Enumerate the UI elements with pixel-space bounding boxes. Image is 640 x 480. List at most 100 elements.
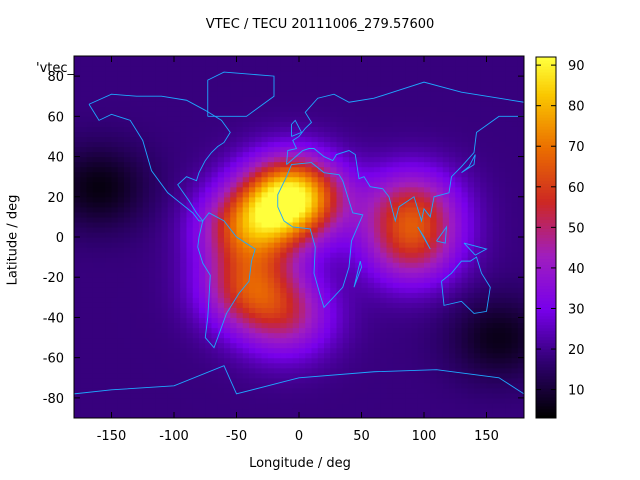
heatmap-cell [105, 91, 113, 97]
heatmap-cell [367, 357, 375, 364]
heatmap-cell [436, 101, 444, 107]
heatmap-cell [430, 382, 438, 389]
heatmap-cell [249, 81, 256, 87]
heatmap-cell [174, 377, 181, 384]
heatmap-cell [205, 367, 213, 374]
heatmap-cell [111, 247, 119, 253]
heatmap-cell [299, 131, 306, 138]
heatmap-cell [261, 247, 269, 253]
heatmap-cell [142, 357, 150, 364]
heatmap-cell [455, 76, 463, 82]
heatmap-cell [167, 377, 175, 384]
heatmap-cell [417, 242, 425, 248]
heatmap-cell [480, 71, 488, 77]
heatmap-cell [111, 91, 119, 97]
heatmap-cell [211, 272, 219, 278]
heatmap-cell [224, 242, 231, 248]
heatmap-cell [236, 372, 244, 379]
heatmap-cell [486, 257, 494, 263]
heatmap-cell [155, 292, 163, 298]
heatmap-cell [286, 171, 294, 178]
heatmap-cell [430, 337, 438, 344]
heatmap-cell [367, 337, 375, 344]
heatmap-cell [361, 101, 369, 107]
heatmap-cell [211, 81, 219, 87]
heatmap-cell [399, 91, 406, 97]
heatmap-cell [342, 81, 350, 87]
heatmap-cell [167, 171, 175, 178]
heatmap-cell [130, 342, 138, 349]
heatmap-cell [217, 116, 225, 122]
heatmap-cell [486, 141, 494, 148]
heatmap-cell [236, 176, 244, 183]
heatmap-cell [217, 121, 225, 127]
heatmap-cell [130, 247, 138, 253]
heatmap-cell [242, 96, 250, 102]
heatmap-cell [292, 111, 300, 117]
heatmap-cell [317, 106, 325, 112]
heatmap-cell [461, 412, 469, 418]
heatmap-cell [361, 96, 369, 102]
heatmap-cell [149, 302, 156, 308]
heatmap-cell [374, 176, 381, 183]
heatmap-cell [117, 322, 125, 329]
heatmap-cell [311, 211, 319, 218]
heatmap-cell [292, 56, 300, 62]
heatmap-cell [180, 106, 188, 112]
heatmap-cell [117, 181, 125, 188]
heatmap-cell [317, 56, 325, 62]
heatmap-cell [174, 252, 181, 258]
heatmap-cell [499, 86, 506, 92]
heatmap-cell [492, 402, 500, 409]
heatmap-cell [392, 201, 400, 208]
heatmap-cell [280, 161, 288, 168]
heatmap-cell [486, 111, 494, 117]
heatmap-cell [142, 176, 150, 183]
heatmap-cell [480, 392, 488, 399]
heatmap-cell [167, 116, 175, 122]
heatmap-cell [192, 337, 200, 344]
heatmap-cell [467, 226, 475, 233]
heatmap-cell [361, 347, 369, 354]
heatmap-cell [142, 221, 150, 228]
heatmap-cell [392, 312, 400, 319]
heatmap-cell [330, 136, 338, 143]
heatmap-cell [305, 387, 313, 394]
heatmap-cell [155, 91, 163, 97]
heatmap-cell [186, 252, 194, 258]
heatmap-cell [392, 337, 400, 344]
heatmap-cell [449, 362, 456, 369]
heatmap-cell [161, 61, 169, 67]
heatmap-cell [499, 231, 506, 238]
heatmap-cell [486, 317, 494, 324]
heatmap-cell [130, 392, 138, 399]
heatmap-cell [174, 61, 181, 67]
heatmap-cell [249, 161, 256, 168]
heatmap-cell [267, 106, 275, 112]
heatmap-cell [274, 392, 281, 399]
heatmap-cell [392, 247, 400, 253]
heatmap-cell [249, 237, 256, 243]
heatmap-cell [355, 86, 363, 92]
heatmap-cell [86, 81, 94, 87]
heatmap-cell [249, 337, 256, 344]
heatmap-cell [167, 101, 175, 107]
heatmap-cell [167, 357, 175, 364]
heatmap-cell [492, 372, 500, 379]
heatmap-cell [261, 397, 269, 404]
heatmap-cell [374, 131, 381, 138]
heatmap-cell [230, 372, 238, 379]
heatmap-cell [242, 332, 250, 339]
heatmap-cell [230, 252, 238, 258]
heatmap-cell [149, 71, 156, 77]
heatmap-cell [449, 297, 456, 303]
heatmap-cell [255, 292, 263, 298]
heatmap-cell [192, 171, 200, 178]
heatmap-cell [174, 297, 181, 303]
heatmap-cell [449, 407, 456, 414]
heatmap-cell [305, 101, 313, 107]
heatmap-cell [461, 131, 469, 138]
heatmap-cell [417, 397, 425, 404]
heatmap-cell [105, 181, 113, 188]
heatmap-cell [167, 231, 175, 238]
